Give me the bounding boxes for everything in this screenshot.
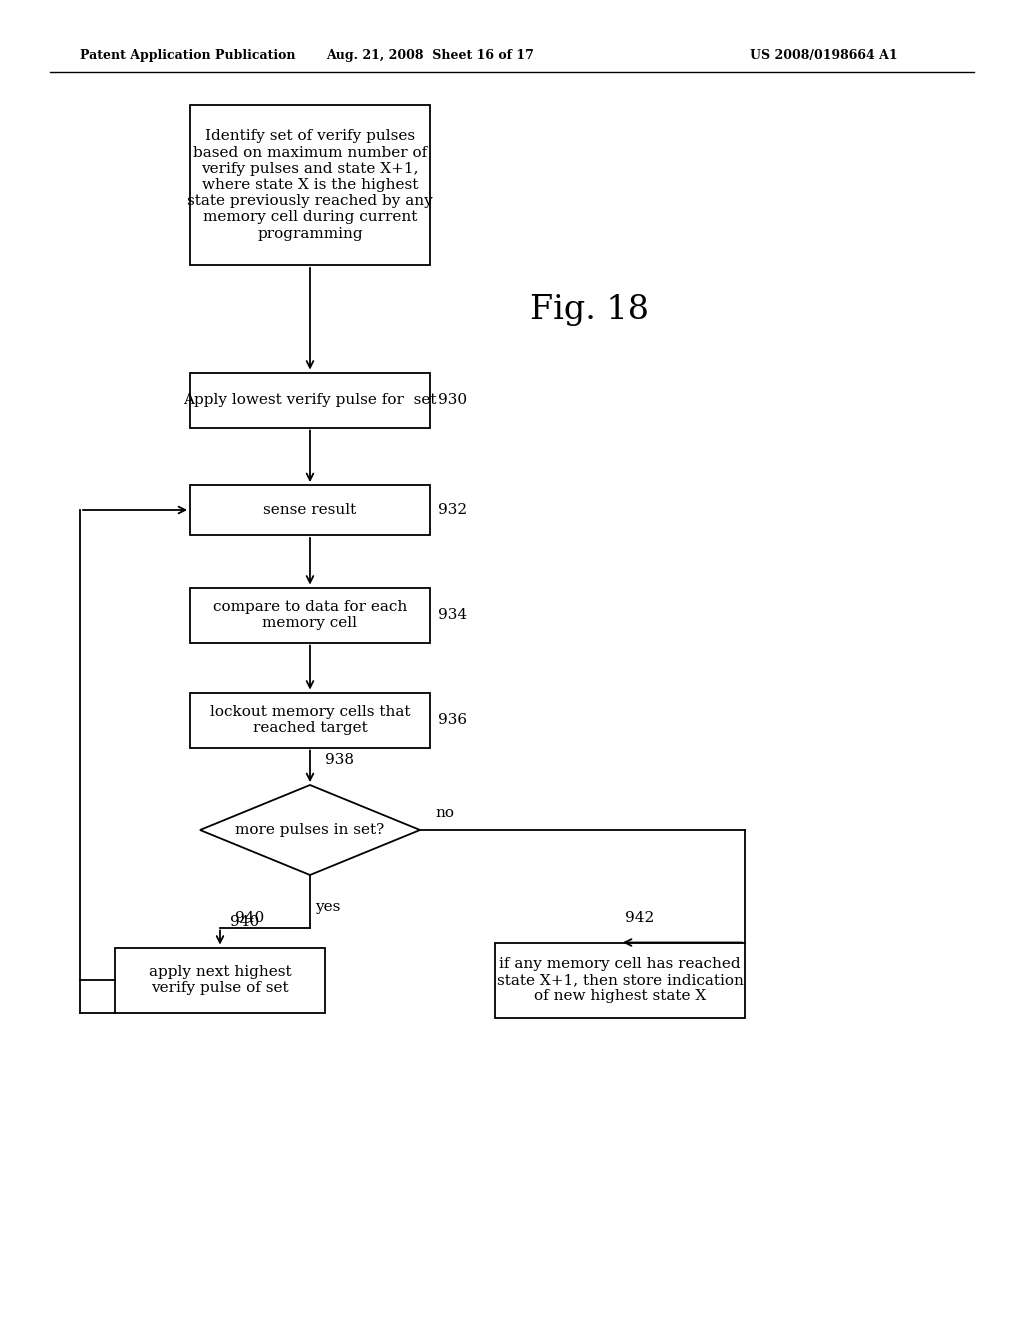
Text: compare to data for each
memory cell: compare to data for each memory cell [213, 599, 408, 630]
Text: 930: 930 [438, 393, 467, 407]
Text: Identify set of verify pulses
based on maximum number of
verify pulses and state: Identify set of verify pulses based on m… [187, 129, 433, 240]
Bar [190, 693, 430, 747]
Text: 940: 940 [230, 916, 259, 929]
Text: 942: 942 [625, 911, 654, 924]
Text: lockout memory cells that
reached target: lockout memory cells that reached target [210, 705, 411, 735]
Text: yes: yes [315, 900, 340, 913]
Bar [190, 484, 430, 535]
Text: no: no [435, 807, 454, 820]
Text: more pulses in set?: more pulses in set? [236, 822, 385, 837]
Text: 936: 936 [438, 713, 467, 727]
Bar [190, 372, 430, 428]
Text: Aug. 21, 2008  Sheet 16 of 17: Aug. 21, 2008 Sheet 16 of 17 [326, 49, 534, 62]
Text: if any memory cell has reached
state X+1, then store indication
of new highest s: if any memory cell has reached state X+1… [497, 957, 743, 1003]
Polygon shape [200, 785, 420, 875]
Text: 940: 940 [234, 912, 264, 925]
Bar [190, 587, 430, 643]
Text: Fig. 18: Fig. 18 [530, 294, 649, 326]
Text: apply next highest
verify pulse of set: apply next highest verify pulse of set [148, 965, 291, 995]
Text: 934: 934 [438, 609, 467, 622]
Bar [190, 106, 430, 265]
Bar [115, 948, 325, 1012]
Text: 932: 932 [438, 503, 467, 517]
Text: US 2008/0198664 A1: US 2008/0198664 A1 [750, 49, 898, 62]
Text: 938: 938 [325, 752, 354, 767]
Bar [495, 942, 745, 1018]
Text: Apply lowest verify pulse for  set: Apply lowest verify pulse for set [183, 393, 437, 407]
Text: sense result: sense result [263, 503, 356, 517]
Text: Patent Application Publication: Patent Application Publication [80, 49, 296, 62]
